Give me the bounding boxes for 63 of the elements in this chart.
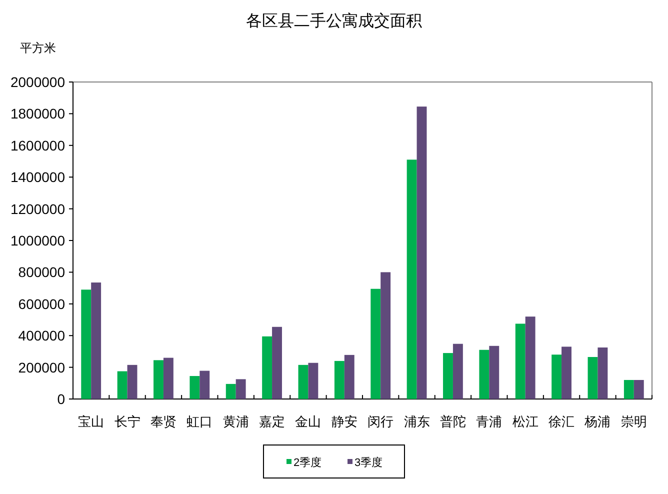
bar [370, 288, 381, 399]
bar [91, 282, 102, 399]
bar [226, 384, 236, 399]
bar [634, 380, 644, 399]
x-tick-label: 黄浦 [222, 414, 249, 429]
y-axis-title: 平方米 [20, 41, 56, 55]
x-tick-label: 青浦 [476, 414, 502, 429]
bar [272, 326, 282, 399]
y-tick-label: 1400000 [10, 169, 66, 186]
bar [298, 364, 308, 399]
x-tick-label: 虹口 [186, 414, 213, 429]
bar [588, 356, 598, 399]
bar [515, 324, 526, 399]
bar [117, 371, 128, 399]
y-tick-label: 0 [57, 391, 66, 407]
x-tick-label: 金山 [295, 414, 322, 429]
bar [262, 336, 272, 399]
bar [443, 353, 453, 399]
bar [163, 358, 174, 399]
x-tick-label: 长宁 [114, 414, 140, 429]
x-tick-label: 奉贤 [150, 414, 176, 429]
bar [200, 370, 210, 399]
bar [344, 354, 354, 399]
bar [81, 290, 92, 399]
bar [127, 364, 138, 399]
x-tick-label: 宝山 [78, 414, 104, 429]
y-tick-label: 200000 [18, 359, 66, 376]
legend-label: 3季度 [354, 456, 383, 469]
bar [416, 106, 427, 399]
bar [190, 376, 200, 399]
y-tick-label: 1600000 [10, 137, 66, 154]
chart-title: 各区县二手公寓成交面积 [246, 12, 422, 30]
bar [308, 362, 318, 399]
x-tick-label: 松江 [512, 414, 538, 429]
x-tick-label: 普陀 [440, 414, 466, 429]
bar [236, 379, 246, 399]
x-tick-label: 静安 [331, 414, 358, 429]
bar [552, 354, 562, 399]
bar [479, 350, 490, 399]
bar [380, 272, 391, 399]
y-tick-label: 2000000 [10, 74, 66, 90]
bar [598, 347, 608, 399]
bar [406, 160, 417, 399]
bar [489, 346, 500, 399]
x-tick-label: 嘉定 [259, 414, 286, 429]
bar [562, 346, 572, 399]
x-tick-label: 闵行 [368, 414, 394, 429]
y-tick-label: 400000 [18, 328, 66, 344]
y-tick-label: 1200000 [10, 200, 66, 217]
bar [154, 360, 164, 399]
bar [334, 360, 344, 399]
bar [452, 344, 463, 399]
x-tick-label: 徐汇 [548, 414, 575, 429]
bar [624, 380, 634, 399]
x-tick-label: 浦东 [404, 414, 430, 429]
y-tick-label: 600000 [18, 296, 66, 312]
y-tick-label: 1800000 [10, 106, 66, 122]
bar [525, 316, 536, 399]
y-tick-label: 1000000 [10, 232, 66, 248]
x-tick-label: 杨浦 [584, 414, 611, 429]
y-tick-label: 800000 [18, 264, 66, 280]
legend-label: 2季度 [294, 456, 322, 469]
x-tick-label: 崇明 [620, 414, 647, 429]
